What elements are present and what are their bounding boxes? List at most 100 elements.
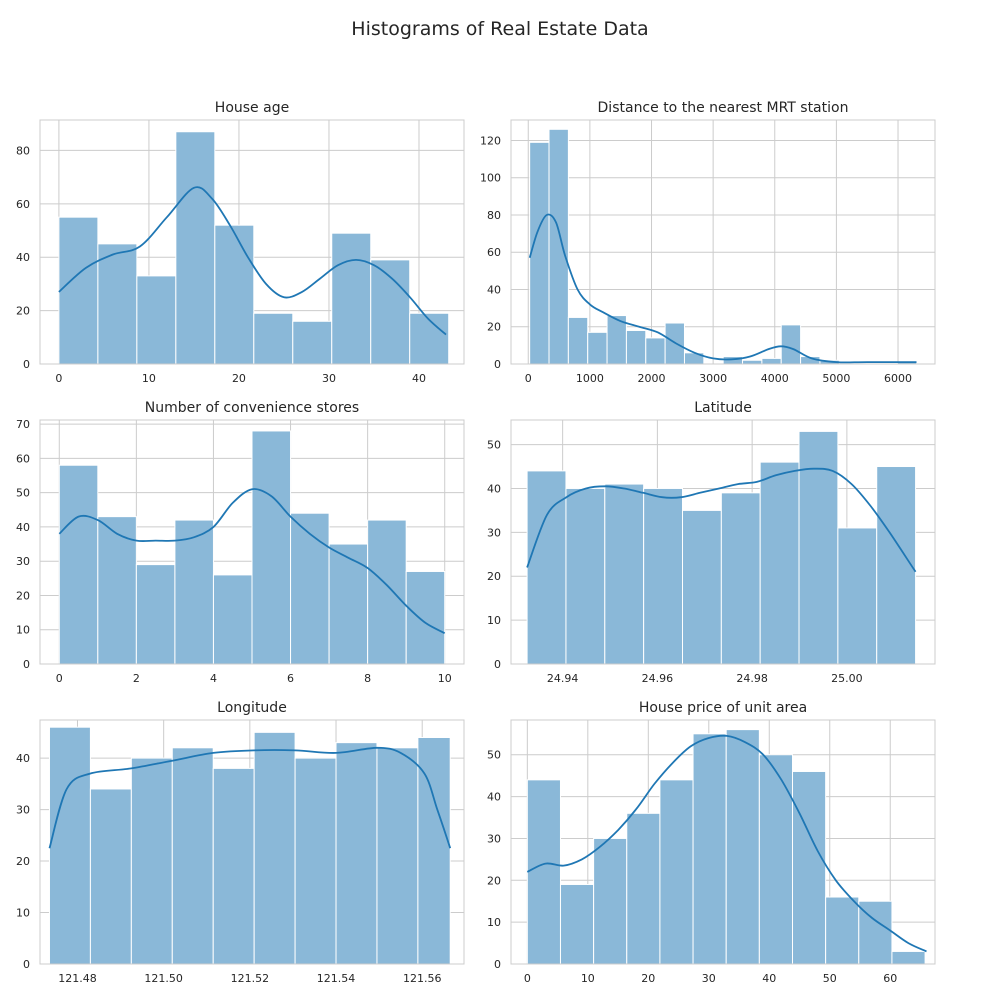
- histogram-bar: [625, 329, 647, 365]
- y-tick-label: 80: [487, 209, 501, 222]
- kde-line: [58, 186, 447, 336]
- histogram-bar: [367, 519, 407, 665]
- plot-frame: [39, 119, 465, 365]
- y-tick-label: 60: [16, 452, 30, 465]
- kde-line: [48, 746, 452, 849]
- x-tick-label: 30: [322, 372, 336, 385]
- y-tick-label: 0: [23, 958, 30, 971]
- y-tick-label: 50: [16, 487, 30, 500]
- histogram-bar: [798, 430, 839, 665]
- kde-line: [526, 467, 917, 573]
- subplot-4: 24.94 24.96 24.98 25.00 0 10 20 30 40 50 Latitude: [487, 400, 936, 685]
- histogram-bar: [529, 141, 550, 365]
- y-tick-label: 40: [16, 521, 30, 534]
- histogram-bar: [565, 487, 606, 665]
- x-tick-label: 6000: [884, 372, 912, 385]
- y-tick-label: 30: [487, 526, 501, 539]
- x-tick-label: 121.48: [58, 972, 97, 985]
- y-tick-label: 0: [494, 358, 501, 371]
- histogram-bar: [292, 320, 333, 365]
- y-tick-label: 30: [16, 804, 30, 817]
- histogram-bar: [417, 737, 451, 965]
- y-tick-label: 0: [494, 958, 501, 971]
- y-tick-label: 20: [487, 570, 501, 583]
- histogram-bar: [290, 512, 330, 665]
- histogram-bar: [587, 331, 608, 365]
- y-tick-label: 80: [16, 144, 30, 157]
- histogram-bar: [548, 128, 569, 365]
- histogram-bar: [335, 742, 378, 965]
- histogram-bar: [626, 812, 661, 965]
- histogram-bar: [742, 359, 763, 365]
- histogram-bar: [593, 837, 628, 965]
- histogram-bar: [720, 492, 761, 665]
- histogram-bar: [89, 788, 132, 965]
- histogram-bar: [681, 509, 722, 665]
- x-tick-label: 2: [133, 672, 140, 685]
- x-tick-label: 10: [438, 672, 452, 685]
- y-tick-label: 100: [480, 172, 501, 185]
- x-tick-label: 121.56: [403, 972, 442, 985]
- histogram-bar: [761, 357, 782, 365]
- histogram-bar: [692, 733, 727, 965]
- histogram-bar: [825, 896, 860, 965]
- histogram-bar: [567, 316, 589, 365]
- x-tick-label: 8: [364, 672, 371, 685]
- histogram-bar: [370, 259, 411, 365]
- y-tick-label: 0: [23, 658, 30, 671]
- histogram-bar: [135, 564, 176, 665]
- x-tick-label: 121.50: [144, 972, 183, 985]
- subplot-title: Longitude: [217, 700, 287, 716]
- subplot-title: Number of convenience stores: [145, 400, 359, 416]
- histogram-bar: [175, 131, 216, 365]
- y-tick-label: 20: [16, 589, 30, 602]
- histogram-bar: [251, 430, 292, 665]
- histogram-bar: [645, 337, 666, 365]
- y-tick-label: 0: [494, 658, 501, 671]
- subplot-title: House price of unit area: [639, 700, 807, 716]
- histogram-bar: [780, 324, 802, 365]
- y-tick-label: 50: [487, 749, 501, 762]
- y-tick-label: 10: [487, 916, 501, 929]
- y-tick-label: 40: [487, 482, 501, 495]
- subplot-5: 121.48 121.50 121.52 121.54 121.56 0 10 20 30 40 L…: [16, 700, 465, 985]
- histogram-bar: [97, 243, 138, 365]
- x-tick-label: 24.98: [736, 672, 768, 685]
- x-tick-label: 3000: [699, 372, 727, 385]
- x-tick-label: 30: [702, 972, 716, 985]
- histogram-bar: [758, 754, 793, 965]
- y-tick-label: 40: [487, 791, 501, 804]
- histogram-bar: [643, 487, 683, 665]
- x-tick-label: 4: [210, 672, 217, 685]
- x-tick-label: 121.54: [317, 972, 356, 985]
- y-tick-label: 20: [16, 305, 30, 318]
- y-tick-label: 40: [487, 283, 501, 296]
- x-tick-label: 6: [287, 672, 294, 685]
- y-tick-label: 30: [487, 832, 501, 845]
- histogram-bar: [759, 461, 800, 665]
- x-tick-label: 60: [883, 972, 897, 985]
- y-tick-label: 10: [487, 614, 501, 627]
- histogram-bar: [559, 883, 595, 965]
- histogram-bar: [328, 543, 369, 665]
- x-tick-label: 10: [581, 972, 595, 985]
- y-tick-label: 20: [487, 874, 501, 887]
- subplot-title: Latitude: [694, 400, 752, 416]
- histogram-bar: [876, 466, 917, 665]
- x-tick-label: 40: [412, 372, 426, 385]
- histogram-bar: [214, 224, 255, 365]
- x-tick-label: 0: [56, 672, 63, 685]
- subplot-title: House age: [215, 100, 289, 116]
- subplot-title: Distance to the nearest MRT station: [598, 100, 849, 116]
- x-tick-label: 0: [525, 372, 532, 385]
- y-tick-label: 0: [23, 358, 30, 371]
- histogram-bar: [604, 483, 645, 665]
- histogram-bar: [48, 726, 91, 965]
- histogram-bar: [253, 731, 296, 965]
- subplot-2: 0 1000 2000 3000 4000 5000 6000 0 20 40 60 80 100 120…: [480, 100, 936, 385]
- x-tick-label: 121.52: [231, 972, 270, 985]
- histogram-bar: [405, 570, 446, 665]
- y-tick-label: 50: [487, 439, 501, 452]
- histogram-bar: [212, 767, 255, 965]
- x-tick-label: 0: [524, 972, 531, 985]
